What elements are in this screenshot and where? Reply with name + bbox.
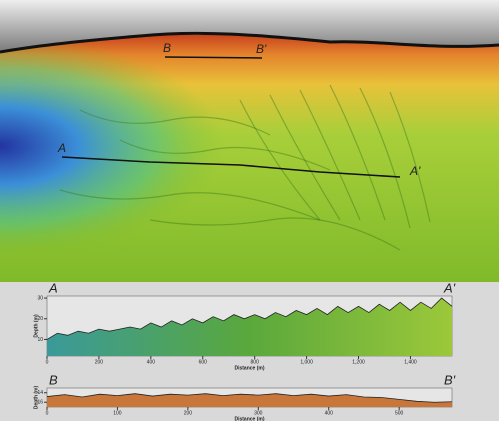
x-tick-label: 1,400 [404, 359, 417, 365]
profile-end: A' [443, 280, 456, 295]
x-axis-label: Distance (m) [234, 416, 264, 421]
x-tick-label: 200 [184, 410, 193, 416]
x-tick-label: 1,000 [300, 359, 313, 365]
y-tick-label: 16 [37, 400, 43, 406]
x-tick-label: 200 [95, 359, 104, 365]
y-axis-label: Depth (m) [33, 314, 39, 338]
x-tick-label: 300 [254, 410, 263, 416]
bathymetry-image: B B' A A' [0, 0, 499, 282]
profile-area [47, 298, 452, 356]
y-tick-label: 20 [37, 316, 43, 322]
profile-start: B [49, 372, 58, 387]
x-tick-label: 400 [325, 410, 334, 416]
x-tick-label: 1,200 [352, 359, 365, 365]
profile-area [47, 393, 452, 407]
x-tick-label: 500 [395, 410, 404, 416]
profile-end: B' [444, 372, 456, 387]
profile-start: A [48, 280, 58, 295]
profile-line [46, 393, 453, 403]
map-label: A' [409, 164, 421, 178]
x-tick-label: 600 [199, 359, 208, 365]
y-tick-label: 14 [37, 390, 43, 396]
map-label: B [163, 41, 171, 55]
profile-line [46, 297, 453, 340]
x-tick-label: 0 [46, 359, 49, 365]
map-label: A [57, 141, 66, 155]
x-tick-label: 800 [251, 359, 260, 365]
x-tick-label: 400 [147, 359, 156, 365]
y-tick-label: 10 [37, 337, 43, 343]
y-axis-label: Depth (m) [33, 386, 39, 410]
x-tick-label: 100 [113, 410, 122, 416]
x-tick-label: 0 [46, 410, 49, 416]
x-axis-label: Distance (m) [234, 365, 264, 371]
y-tick-label: 30 [37, 295, 43, 301]
map-label: B' [256, 42, 267, 56]
